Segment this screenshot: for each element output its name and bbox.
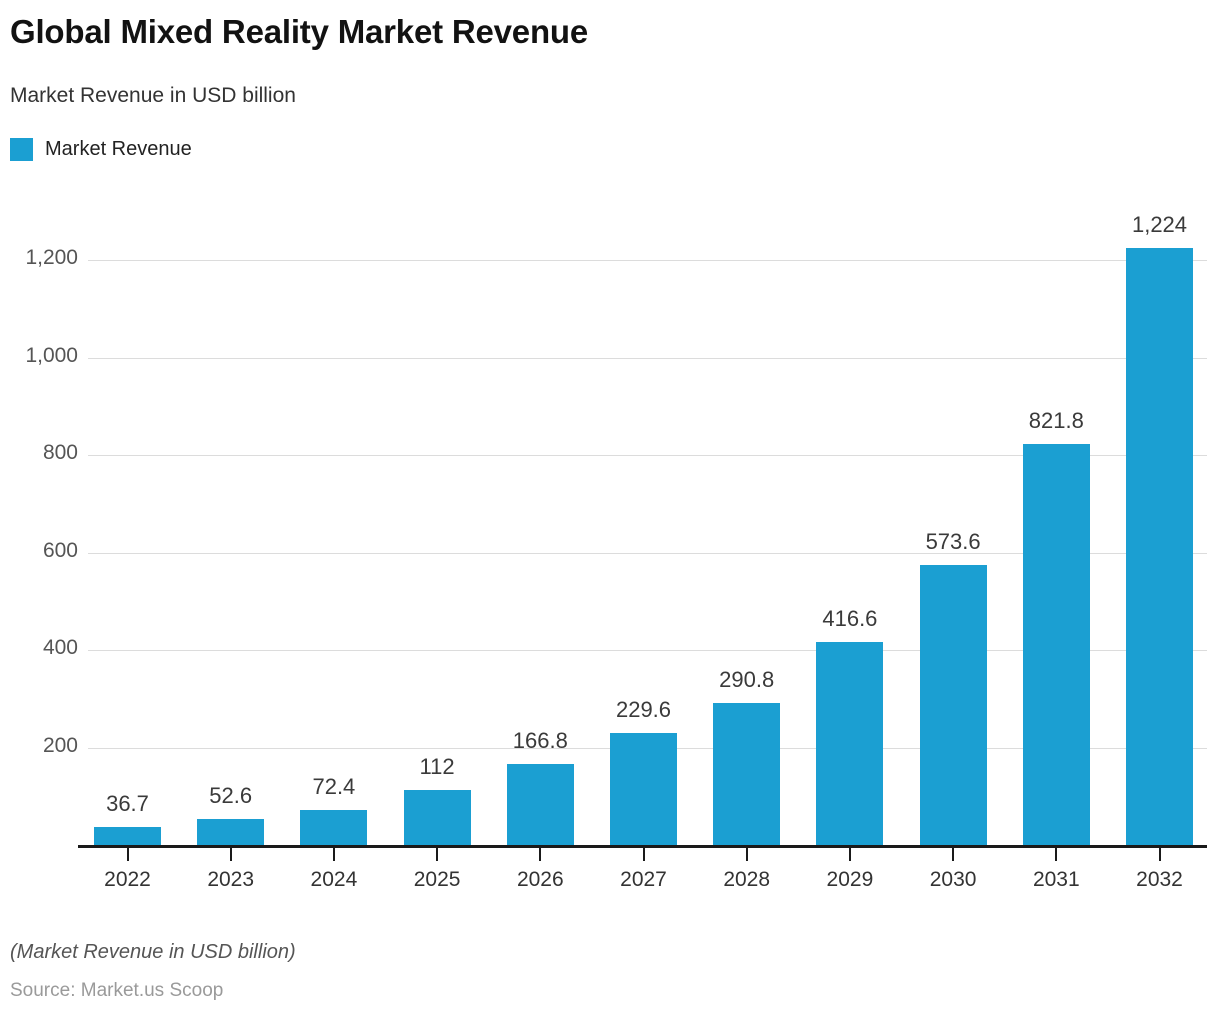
x-axis-tick <box>229 848 232 861</box>
bar[interactable] <box>1126 248 1193 845</box>
x-axis-tick-label: 2029 <box>826 868 874 891</box>
x-axis-tick <box>745 848 748 861</box>
y-axis-tick-label: 1,200 <box>25 246 78 269</box>
bar[interactable] <box>1022 444 1090 845</box>
x-axis-tick-label: 2030 <box>929 868 977 891</box>
x-axis-tick <box>436 848 439 861</box>
bar-value-label: 290.8 <box>719 667 775 693</box>
bar-value-label: 52.6 <box>209 783 253 809</box>
bar[interactable] <box>816 641 884 845</box>
x-axis-tick <box>1055 848 1058 861</box>
footer-source: Source: Market.us Scoop <box>10 980 224 1001</box>
bar[interactable] <box>506 763 574 845</box>
y-axis-tick-label: 200 <box>42 733 78 757</box>
bar[interactable] <box>610 733 677 845</box>
bar-value-label: 166.8 <box>512 727 568 753</box>
page-title: Global Mixed Reality Market Revenue <box>10 13 589 50</box>
x-axis-tick-label: 2026 <box>516 868 564 891</box>
x-axis-tick <box>332 848 335 861</box>
bar-value-label: 36.7 <box>106 791 149 817</box>
x-axis-tick <box>642 848 645 861</box>
y-axis-tick-label: 600 <box>42 538 78 562</box>
y-axis-tick-label: 800 <box>42 441 78 464</box>
footer-note: (Market Revenue in USD billion) <box>10 941 296 963</box>
x-axis-tick <box>848 848 851 861</box>
gridline <box>88 650 1207 651</box>
x-axis-tick-label: 2023 <box>207 868 255 891</box>
chart-legend: Market Revenue <box>10 137 192 161</box>
bar[interactable] <box>94 827 161 845</box>
bar-value-label: 72.4 <box>312 773 356 799</box>
x-axis-tick <box>952 848 955 861</box>
bar-value-label: 821.8 <box>1028 408 1084 434</box>
bar[interactable] <box>919 565 987 845</box>
x-axis-tick-label: 2022 <box>104 868 151 891</box>
gridline <box>88 260 1207 261</box>
chart-subtitle: Market Revenue in USD billion <box>10 84 296 107</box>
y-axis-tick-label: 1,000 <box>25 343 78 367</box>
bar-value-label: 1,224 <box>1131 212 1188 238</box>
bar[interactable] <box>713 703 781 845</box>
bar-value-label: 573.6 <box>925 529 981 555</box>
gridline <box>88 357 1207 359</box>
x-axis-tick-label: 2025 <box>413 868 461 891</box>
x-axis-tick-label: 2032 <box>1136 868 1183 891</box>
bar-value-label: 112 <box>419 754 455 780</box>
x-axis-tick-label: 2024 <box>310 868 358 891</box>
x-axis-tick <box>539 848 542 861</box>
x-axis-tick-label: 2031 <box>1032 868 1080 891</box>
gridline <box>88 552 1207 554</box>
bar[interactable] <box>403 790 471 845</box>
x-axis-tick-label: 2028 <box>723 868 771 891</box>
bar-value-label: 416.6 <box>822 605 878 631</box>
y-axis-tick-label: 400 <box>42 636 78 659</box>
x-axis-tick-label: 2027 <box>620 868 667 891</box>
legend-swatch-icon <box>10 137 33 161</box>
legend-item-label: Market Revenue <box>45 137 192 160</box>
bar[interactable] <box>300 809 368 845</box>
bar-value-label: 229.6 <box>615 697 672 723</box>
bar[interactable] <box>197 819 265 845</box>
x-axis-line <box>78 845 1207 848</box>
x-axis-tick <box>126 848 129 861</box>
gridline <box>88 455 1207 456</box>
x-axis-tick <box>1158 848 1161 861</box>
